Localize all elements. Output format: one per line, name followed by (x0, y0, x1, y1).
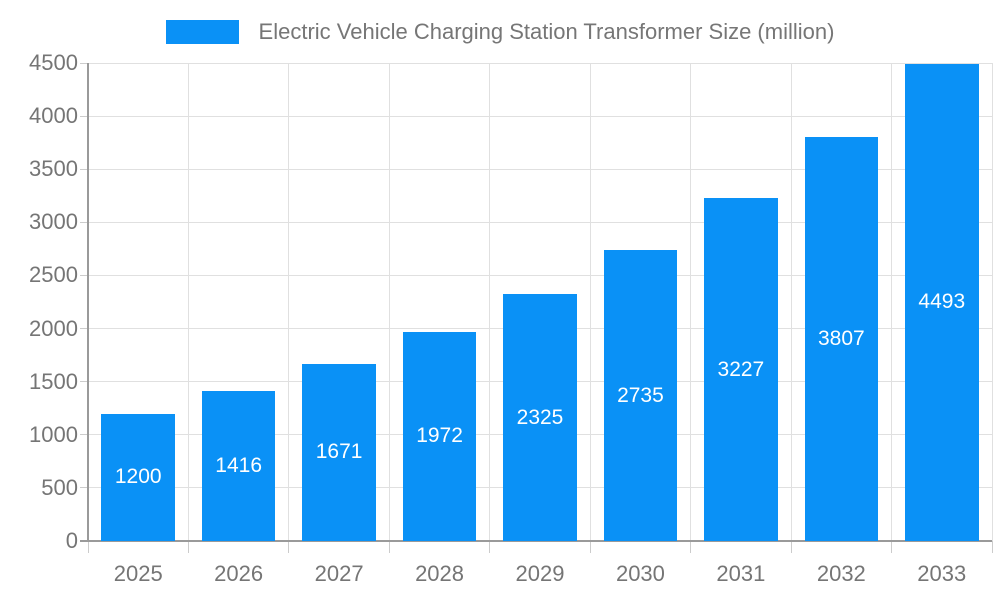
bar-value-label: 4493 (918, 290, 966, 314)
x-gridline (690, 63, 692, 541)
y-axis-tick (80, 115, 88, 117)
x-gridline (589, 63, 591, 541)
x-axis-label: 2029 (515, 561, 565, 586)
y-axis-tick (80, 168, 88, 170)
legend-swatch (165, 20, 239, 44)
y-axis-label: 4000 (29, 103, 78, 129)
bar-2028[interactable]: 1972 (402, 331, 477, 541)
x-axis-tick (589, 541, 591, 553)
y-axis-label: 3000 (29, 209, 78, 235)
y-axis-tick (80, 274, 88, 276)
x-axis-tick (489, 541, 491, 553)
bar-2025[interactable]: 1200 (101, 413, 175, 541)
bar-value-label: 3227 (717, 357, 765, 381)
y-axis-label: 0 (65, 528, 78, 553)
y-gridline (88, 221, 992, 223)
y-axis-tick (80, 221, 88, 223)
y-axis-tick (80, 62, 88, 64)
x-axis-tick (991, 541, 993, 553)
bar-value-label: 2325 (516, 405, 564, 429)
y-axis-tick (80, 381, 88, 383)
x-axis-tick (690, 541, 692, 553)
x-gridline (991, 63, 993, 541)
legend-label: Electric Vehicle Charging Station Transf… (258, 19, 835, 44)
x-axis-label: 2028 (415, 561, 465, 586)
bar-value-label: 1416 (215, 453, 263, 477)
x-gridline (790, 63, 792, 541)
x-gridline (891, 63, 893, 541)
y-axis-tick (80, 487, 88, 489)
x-axis-label: 2031 (716, 561, 766, 586)
x-axis-label: 2025 (113, 561, 163, 586)
bar-2029[interactable]: 2325 (503, 294, 577, 541)
y-gridline (88, 274, 992, 276)
y-axis-tick (80, 328, 88, 330)
x-axis-label: 2032 (816, 561, 866, 586)
x-gridline (288, 63, 290, 541)
y-axis-label: 1500 (29, 368, 78, 394)
bar-2026[interactable]: 1416 (201, 390, 276, 541)
x-axis-tick (87, 541, 89, 553)
y-axis-tick (80, 434, 88, 436)
y-gridline (88, 168, 992, 170)
bar-2032[interactable]: 3807 (804, 136, 879, 541)
x-axis-tick (288, 541, 290, 553)
y-gridline (88, 115, 992, 117)
x-axis-label: 2027 (314, 561, 364, 586)
x-gridline (388, 63, 390, 541)
bar-2033[interactable]: 4493 (905, 63, 979, 541)
bar-2027[interactable]: 1671 (302, 363, 376, 541)
y-axis-label: 500 (41, 474, 78, 500)
x-gridline (489, 63, 491, 541)
legend[interactable]: Electric Vehicle Charging Station Transf… (0, 16, 1000, 48)
x-axis-tick (388, 541, 390, 553)
bar-2030[interactable]: 2735 (603, 250, 678, 541)
x-axis-label: 2026 (214, 561, 264, 586)
x-axis-tick (187, 541, 189, 553)
bar-value-label: 3807 (817, 326, 865, 350)
x-axis-tick (891, 541, 893, 553)
bar-value-label: 1972 (416, 424, 463, 448)
y-axis-label: 3500 (29, 156, 78, 182)
x-axis-label: 2030 (615, 561, 665, 586)
y-axis-label: 2500 (29, 262, 78, 288)
x-axis-label: 2033 (917, 561, 967, 586)
y-axis-line (87, 63, 89, 541)
x-axis-line (80, 540, 992, 542)
bar-value-label: 1671 (315, 440, 363, 464)
y-axis-label: 1000 (29, 421, 78, 447)
bar-value-label: 2735 (617, 383, 664, 407)
bar-value-label: 1200 (114, 465, 162, 489)
bar-2031[interactable]: 3227 (704, 198, 778, 541)
x-gridline (187, 63, 189, 541)
y-axis-label: 4500 (29, 50, 78, 75)
x-axis-tick (790, 541, 792, 553)
y-gridline (88, 62, 992, 64)
y-axis-label: 2000 (29, 315, 78, 341)
